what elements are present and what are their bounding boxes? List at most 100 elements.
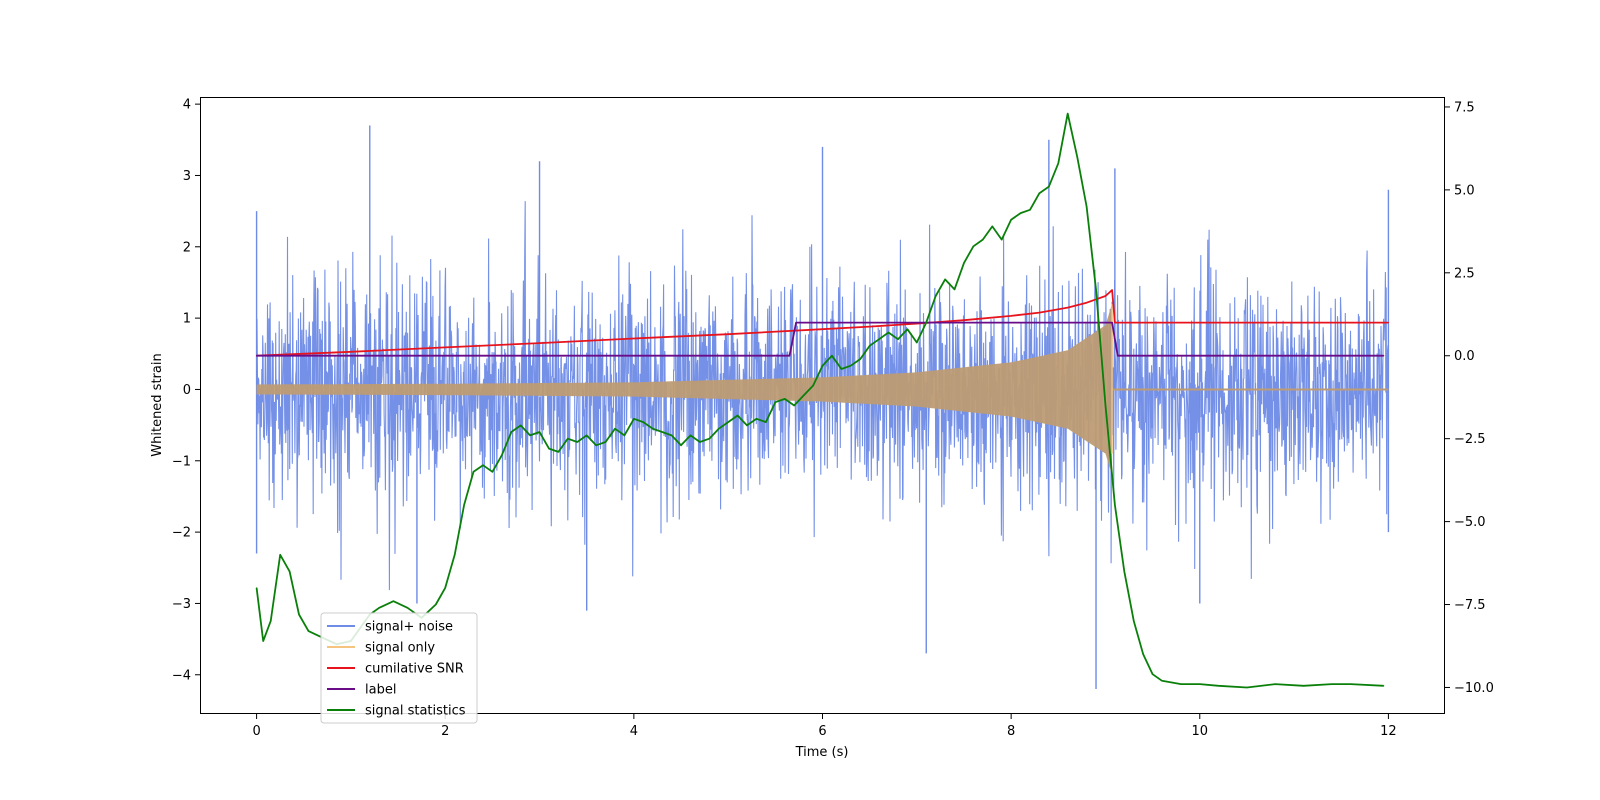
data-point: [642, 421, 644, 423]
legend-label: signal+ noise: [365, 620, 453, 635]
data-point: [595, 444, 597, 446]
y-tick-label: 0: [183, 383, 191, 398]
data-point: [1010, 219, 1012, 221]
data-point: [935, 295, 937, 297]
data-point: [906, 328, 908, 330]
data-point: [255, 587, 258, 589]
data-point: [586, 434, 588, 436]
data-point: [774, 401, 776, 403]
x-tick-label: 4: [630, 724, 638, 739]
data-point: [727, 333, 729, 335]
data-point: [821, 365, 824, 367]
y2-tick-label: −2.5: [1454, 432, 1486, 447]
data-point: [944, 278, 946, 281]
data-point: [812, 384, 814, 387]
data-point: [1350, 683, 1352, 685]
data-point: [1117, 355, 1119, 357]
data-point: [1302, 685, 1305, 687]
data-point: [501, 454, 503, 456]
data-point: [1161, 680, 1163, 682]
data-point: [538, 431, 541, 433]
y2-tick-label: −10.0: [1454, 681, 1494, 696]
x-tick-label: 2: [441, 724, 449, 739]
data-point: [614, 428, 616, 430]
data-point: [1085, 302, 1088, 304]
data-point: [279, 554, 281, 556]
data-point: [1114, 504, 1116, 506]
data-point: [1029, 209, 1031, 211]
data-point: [680, 444, 682, 446]
data-point: [925, 321, 927, 324]
legend-label: label: [365, 683, 396, 698]
y-tick-label: 1: [183, 312, 191, 327]
data-point: [463, 504, 465, 506]
data-point: [850, 365, 852, 367]
data-point: [1142, 653, 1144, 655]
data-point: [1180, 683, 1182, 685]
data-point: [737, 414, 739, 417]
data-point: [1104, 295, 1107, 297]
data-point: [821, 328, 824, 330]
data-point: [1331, 683, 1333, 685]
data-point: [982, 239, 984, 241]
data-point: [350, 351, 352, 353]
data-point: [1038, 192, 1041, 194]
data-point: [1095, 288, 1097, 290]
data-point: [307, 630, 310, 632]
data-point: [482, 464, 484, 466]
y-tick-label: 2: [183, 240, 191, 255]
data-point: [916, 341, 918, 344]
data-point: [623, 434, 626, 436]
y-tick-label: 4: [183, 98, 191, 113]
data-point: [1067, 307, 1069, 309]
data-point: [793, 404, 795, 407]
y2-tick-label: −7.5: [1454, 598, 1486, 613]
plot-area: [255, 112, 1390, 690]
chirp-envelope: [256, 303, 1113, 475]
data-point: [262, 640, 264, 642]
data-point: [755, 418, 758, 420]
data-point: [991, 225, 993, 227]
series-signal-statistics: [255, 112, 1385, 689]
data-point: [1114, 321, 1116, 324]
y-axis-left: −4 −3 −2 −1 0 1 2 3 4: [172, 98, 200, 683]
x-tick-label: 10: [1191, 724, 1208, 739]
data-point: [887, 331, 890, 334]
data-point: [1048, 185, 1050, 188]
x-axis: 0 2 4 6 8 10 12: [252, 714, 1397, 739]
data-point: [963, 262, 965, 264]
data-point: [604, 441, 607, 443]
data-point: [765, 421, 767, 423]
data-point: [1019, 212, 1022, 214]
data-point: [520, 424, 522, 427]
data-point: [1111, 289, 1113, 291]
data-point: [491, 471, 493, 473]
y-axis-right: −10.0 −7.5 −5.0 −2.5 0.0 2.5 5.0 7.5: [1445, 100, 1494, 696]
data-point: [444, 587, 446, 589]
data-point: [1111, 321, 1113, 324]
legend-label: signal statistics: [365, 704, 466, 719]
y2-tick-label: 5.0: [1454, 183, 1475, 198]
data-point: [548, 448, 550, 450]
data-point: [670, 434, 673, 436]
data-point: [661, 431, 663, 433]
data-point: [963, 319, 965, 321]
data-point: [1199, 683, 1201, 685]
data-point: [1274, 683, 1276, 685]
data-point: [1001, 239, 1003, 241]
series-signal-only: [256, 303, 1389, 475]
data-point: [1246, 686, 1248, 689]
data-point: [472, 471, 475, 473]
data-point: [633, 418, 635, 420]
data-point: [1085, 205, 1088, 208]
x-tick-label: 8: [1007, 724, 1015, 739]
data-point: [699, 441, 701, 443]
y-tick-label: −1: [172, 454, 191, 469]
data-point: [270, 620, 272, 622]
data-point: [529, 434, 531, 436]
data-point: [859, 358, 861, 360]
y-axis-label: Whitened strain: [150, 353, 165, 456]
y-tick-label: 3: [183, 169, 191, 184]
data-point: [746, 424, 748, 427]
